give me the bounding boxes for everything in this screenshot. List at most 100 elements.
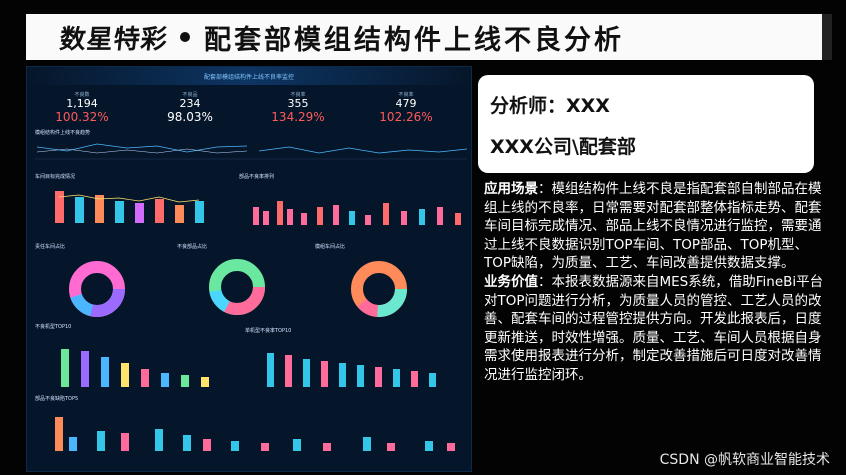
panel-title-trend: 模组结构件上线不良趋势 [35,130,91,136]
kpi-label: 不良品 [182,92,198,98]
trend-line-2 [36,148,248,154]
watermark: CSDN @帆软商业智能技术 [659,452,830,468]
kpi-card-1: 不良数 1,194 100.32% [37,91,127,141]
bar [97,431,105,451]
bar [121,363,129,387]
trend-chart [35,143,468,160]
kpi-card-3: 不良率 355 134.29% [253,91,343,141]
bar [317,207,323,225]
analyst-org: XXX公司\配套部 [490,136,636,158]
bar [285,355,292,387]
panel-title-top1: 不良机型TOP10 [35,324,72,330]
bar [363,437,371,451]
kpi-value: 355 [287,97,309,110]
bar [231,441,239,451]
bar [429,373,436,387]
kpi-percent: 134.29% [271,110,325,124]
bar [387,443,395,451]
kpi-value: 479 [395,97,417,110]
bar [303,359,310,387]
dashboard-header: 配套部模组结构件上线不良率监控 [27,67,471,85]
bar [203,439,211,451]
donut-segment [351,261,407,317]
bullet-dot-icon [180,32,191,42]
bar [175,205,184,223]
bar [121,433,129,451]
panel-title-pie3: 模组车间占比 [315,244,346,250]
bar [195,201,204,223]
kpi-percent: 102.26% [379,110,433,124]
value-label: 业务价值 [484,273,538,290]
bar [61,349,69,387]
bar [101,357,109,387]
bar [277,201,283,225]
panel-title-pie1: 责任车间占比 [35,244,66,250]
bar [437,207,443,225]
bar [161,373,169,387]
dashboard-graphics [35,143,468,451]
dashboard-title: 配套部模组结构件上线不良率监控 [203,73,294,81]
bar [349,211,355,225]
workshop-bars [55,191,204,223]
page-title: 配套部模组结构件上线不良分析 [204,24,625,56]
description-block: 应用场景：模组结构件上线不良是指配套部自制部品在模组上线的不良率，日常需要对配套… [484,180,832,385]
bar [261,443,269,451]
bar [181,375,189,387]
title-edge-bar [822,14,832,60]
top2-bars [267,353,436,387]
trend-line-3 [258,146,468,154]
bar [263,211,269,225]
bar [183,435,191,451]
scene-label: 应用场景 [484,181,538,197]
bar [301,213,307,225]
scene-text: ：模组结构件上线不良是指配套部自制部品在模组上线的不良率，日常需要对配套部整体指… [484,181,822,272]
bar [425,441,433,451]
donut-3 [351,261,407,317]
kpi-label: 不良率 [398,92,414,98]
bar [155,199,164,223]
bar [375,367,382,387]
brand-logo: 数星特彩 [58,24,170,55]
bar [95,195,104,223]
panel-title-workshop: 车间目标完成情况 [35,174,76,180]
bar [383,203,389,225]
bar [357,365,364,387]
dashboard-screenshot: 配套部模组结构件上线不良率监控 不良数 1,194 100.32% 不良品 23… [26,66,472,472]
bar [293,439,301,451]
kpi-percent: 98.03% [167,110,213,124]
kpi-percent: 100.32% [55,110,109,124]
value-text: ：本报表数据源来自MES系统，借助FineBi平台对TOP问题进行分析，为质量人… [484,273,824,383]
bar [419,209,425,225]
bar [135,203,144,223]
bar [393,369,400,387]
donut-segment [209,259,265,315]
scene-paragraph: 应用场景：模组结构件上线不良是指配套部自制部品在模组上线的不良率，日常需要对配套… [484,180,832,273]
kpi-value: 234 [179,97,201,110]
parts-bars [253,201,461,225]
panel-title-top3: 部品不良缺陷TOP5 [35,396,79,402]
kpi-value: 1,194 [66,97,98,110]
top3-bars [55,417,455,451]
trend-line-1 [36,143,248,153]
bar [141,369,149,387]
kpi-label: 不良率 [290,92,306,98]
bar [69,437,77,451]
kpi-card-2: 不良品 234 98.03% [145,91,235,141]
donut-segment [69,261,125,317]
bar [201,377,209,387]
bar [333,205,339,225]
panel-title-pie2: 不良部品占比 [177,244,208,250]
donut-2 [209,259,265,315]
target-line [58,194,200,203]
bar [321,361,328,387]
analyst-name: 分析师：XXX [490,95,610,117]
kpi-label: 不良数 [74,92,90,98]
bar [323,443,331,451]
bar [253,207,259,225]
analyst-card: 分析师：XXX XXX公司\配套部 [478,75,814,173]
bar [401,211,407,225]
bar [55,417,63,451]
panel-title-top2: 单机型不良率TOP10 [245,328,292,334]
title-bar: 数星特彩 配套部模组结构件上线不良分析 [26,14,832,60]
